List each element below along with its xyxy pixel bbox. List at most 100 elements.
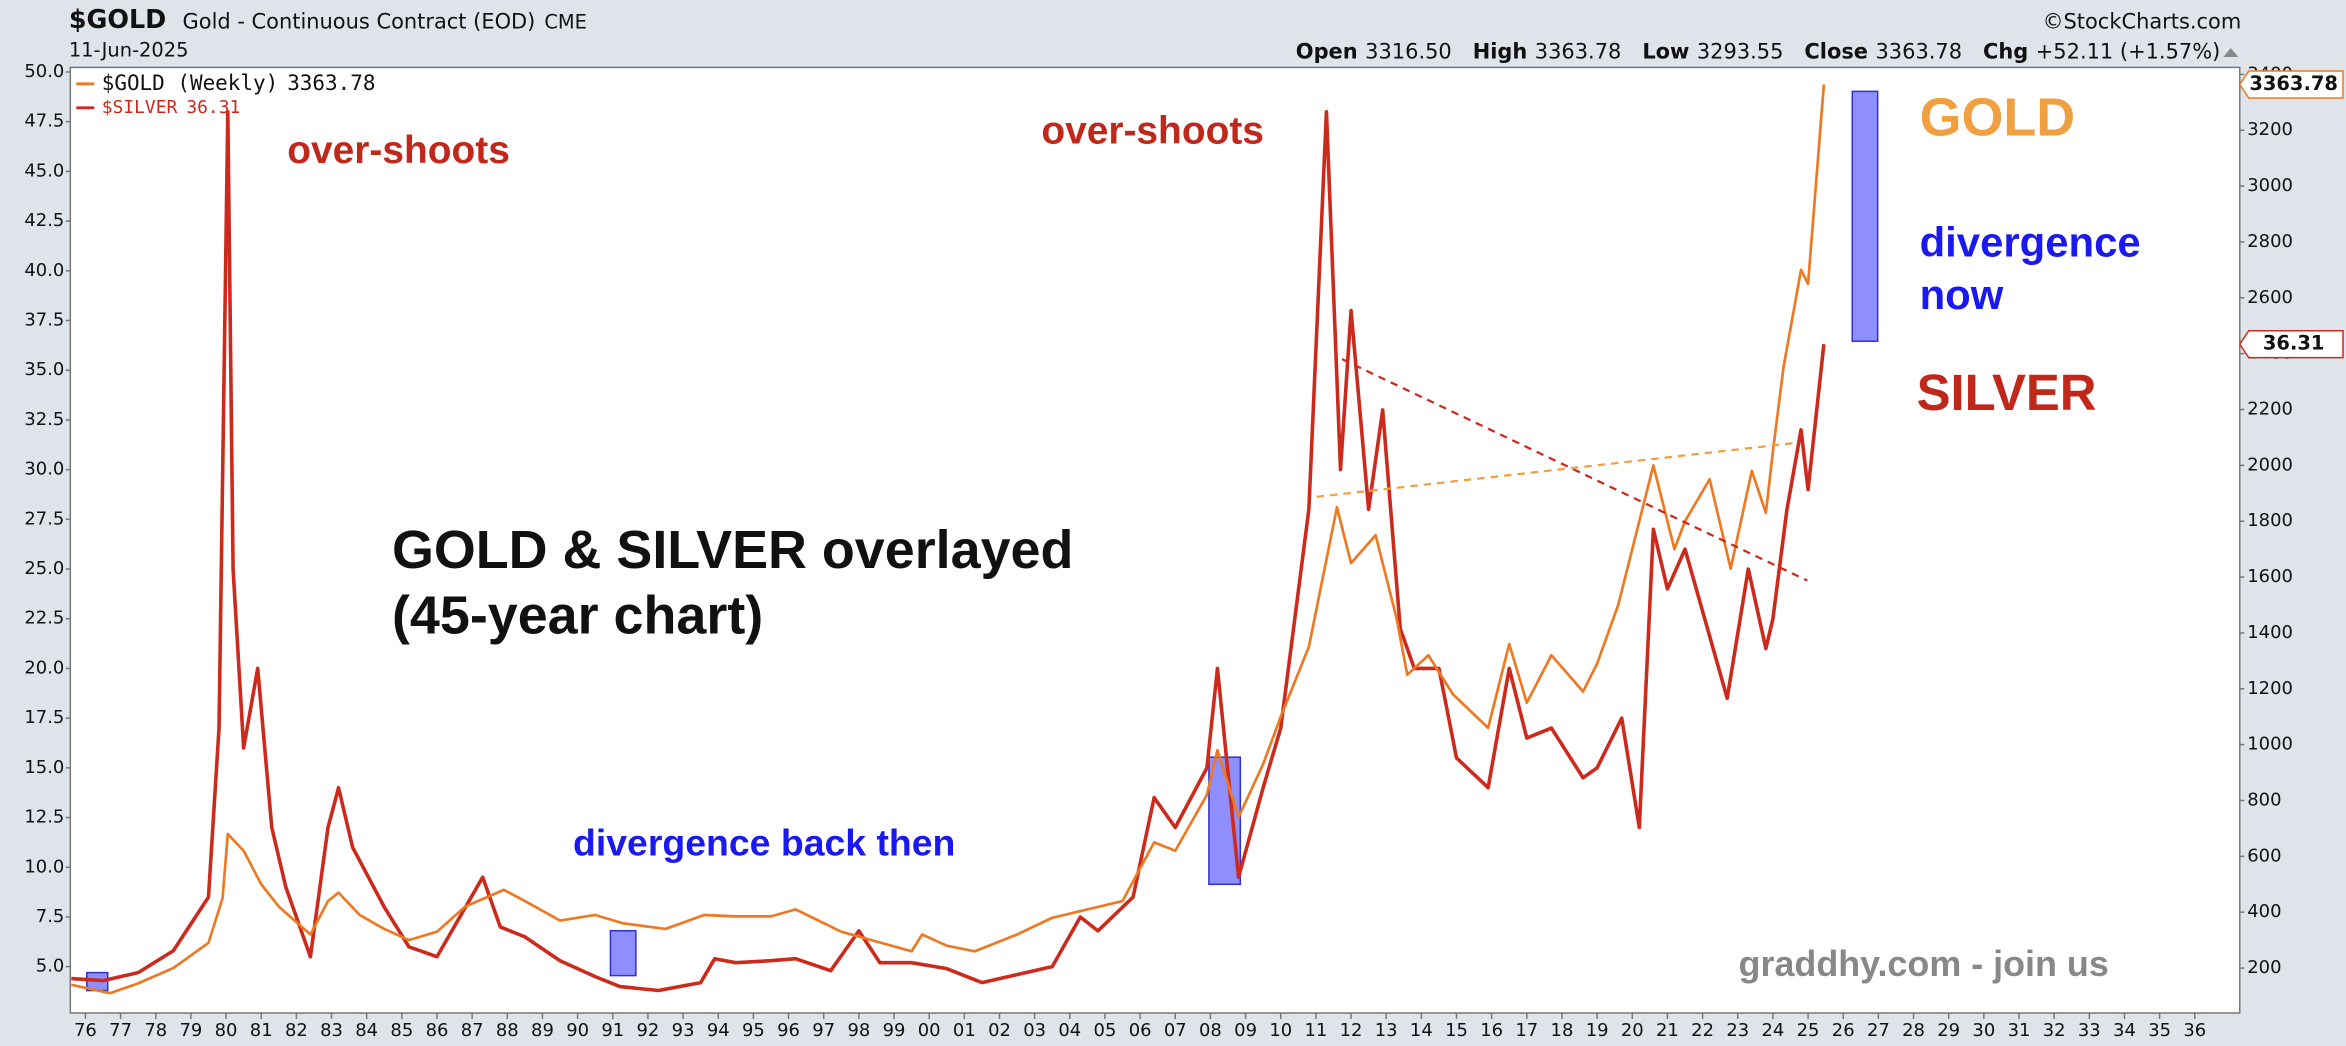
annotation: divergence <box>1920 219 2141 266</box>
x-tick-label: 85 <box>390 1020 413 1041</box>
y-tick-label: 35.0 <box>24 359 64 380</box>
x-tick-label: 15 <box>1445 1020 1468 1041</box>
x-tick-label: 93 <box>672 1020 695 1041</box>
x-tick-label: 05 <box>1094 1020 1117 1041</box>
legend-name: $SILVER <box>102 97 178 118</box>
x-tick-label: 36 <box>2183 1020 2206 1041</box>
x-tick-label: 79 <box>179 1020 202 1041</box>
x-tick-label: 78 <box>144 1020 167 1041</box>
quote: Open 3316.50 High 3363.78 Low 3293.55 Close 336… <box>1296 39 2221 63</box>
collapse-icon <box>2223 47 2239 57</box>
y-tick-label: 32.5 <box>24 409 64 430</box>
x-tick-label: 31 <box>2008 1020 2031 1041</box>
y2-tick-label: 1400 <box>2247 622 2293 643</box>
y-tick-label: 7.5 <box>36 906 65 927</box>
quote-value: 3293.55 <box>1697 39 1784 63</box>
exchange: CME <box>544 10 587 33</box>
x-tick-label: 06 <box>1129 1020 1152 1041</box>
series-line <box>71 84 1826 995</box>
quote-label: Open <box>1296 39 1358 63</box>
x-tick-label: 32 <box>2043 1020 2066 1041</box>
x-tick-label: 96 <box>777 1020 800 1041</box>
x-tick-label: 77 <box>109 1020 132 1041</box>
y2-tick-label: 200 <box>2247 957 2281 978</box>
divergence-box <box>609 929 637 977</box>
x-tick-label: 33 <box>2078 1020 2101 1041</box>
y-tick-label: 15.0 <box>24 757 64 778</box>
legend-entry: $GOLD (Weekly) 3363.78 <box>102 71 376 95</box>
y2-tick-label: 1800 <box>2247 510 2293 531</box>
annotation: GOLD & SILVER overlayed <box>392 520 1073 580</box>
y2-tick-label: 2600 <box>2247 287 2293 308</box>
trend-line <box>1341 358 1808 582</box>
quote-label: Close <box>1804 39 1868 63</box>
x-tick-label: 14 <box>1410 1020 1433 1041</box>
x-tick-label: 07 <box>1164 1020 1187 1041</box>
y2-tick-label: 1200 <box>2247 678 2293 699</box>
x-tick-label: 09 <box>1234 1020 1257 1041</box>
x-tick-label: 90 <box>566 1020 589 1041</box>
date: 11-Jun-2025 <box>69 38 189 61</box>
quote-value: 3363.78 <box>1535 39 1622 63</box>
x-tick-label: 99 <box>883 1020 906 1041</box>
end-label-box <box>2238 329 2344 359</box>
x-tick-label: 19 <box>1586 1020 1609 1041</box>
annotation: over-shoots <box>287 129 510 172</box>
end-label: 36.31 <box>2263 332 2324 355</box>
quote-label: Chg <box>1983 39 2028 63</box>
y-tick-label: 5.0 <box>36 956 65 977</box>
legend-name: $GOLD (Weekly) <box>102 71 278 95</box>
y-tick-label: 27.5 <box>24 508 64 529</box>
x-tick-label: 35 <box>2148 1020 2171 1041</box>
quote-value: 3363.78 <box>1875 39 1962 63</box>
x-tick-label: 86 <box>426 1020 449 1041</box>
legend-value: 36.31 <box>186 97 240 118</box>
quote-value: 3316.50 <box>1365 39 1452 63</box>
y-tick-label: 10.0 <box>24 856 64 877</box>
divergence-box <box>1851 90 1879 342</box>
x-tick-label: 83 <box>320 1020 343 1041</box>
x-tick-label: 08 <box>1199 1020 1222 1041</box>
instrument-name: Gold - Continuous Contract (EOD) <box>183 10 536 34</box>
x-tick-label: 94 <box>707 1020 730 1041</box>
x-tick-label: 92 <box>637 1020 660 1041</box>
y2-tick-label: 600 <box>2247 845 2281 866</box>
x-tick-label: 34 <box>2113 1020 2136 1041</box>
end-label-box <box>2238 70 2344 99</box>
y-tick-label: 47.5 <box>24 111 64 132</box>
x-tick-label: 02 <box>988 1020 1011 1041</box>
annotation: graddhy.com - join us <box>1739 944 2109 984</box>
x-tick-label: 12 <box>1340 1020 1363 1041</box>
x-tick-label: 89 <box>531 1020 554 1041</box>
y2-tick-label: 800 <box>2247 789 2281 810</box>
y2-tick-label: 2000 <box>2247 454 2293 475</box>
x-tick-label: 11 <box>1304 1020 1327 1041</box>
annotation-shapes <box>86 90 1879 992</box>
end-label: 3363.78 <box>2249 72 2338 95</box>
x-tick-label: 91 <box>601 1020 624 1041</box>
annotation: SILVER <box>1917 364 2097 421</box>
y-tick-label: 37.5 <box>24 310 64 331</box>
x-tick-label: 23 <box>1726 1020 1749 1041</box>
legend-entry: $SILVER 36.31 <box>102 97 241 118</box>
y-tick-label: 30.0 <box>24 459 64 480</box>
x-tick-label: 82 <box>285 1020 308 1041</box>
x-tick-label: 01 <box>953 1020 976 1041</box>
x-tick-label: 25 <box>1797 1020 1820 1041</box>
y2-tick-label: 2800 <box>2247 231 2293 252</box>
legend-value: 3363.78 <box>287 71 375 95</box>
x-tick-label: 28 <box>1902 1020 1925 1041</box>
quote-value: +52.11 (+1.57%) <box>2036 39 2221 63</box>
y-tick-label: 12.5 <box>24 807 64 828</box>
y-tick-label: 40.0 <box>24 260 64 281</box>
annotation: (45-year chart) <box>392 586 763 646</box>
x-tick-label: 03 <box>1023 1020 1046 1041</box>
x-tick-label: 21 <box>1656 1020 1679 1041</box>
x-tick-label: 10 <box>1269 1020 1292 1041</box>
y-tick-label: 42.5 <box>24 210 64 231</box>
x-tick-label: 98 <box>847 1020 870 1041</box>
y-tick-label: 20.0 <box>24 657 64 678</box>
y2-tick-label: 1000 <box>2247 734 2293 755</box>
